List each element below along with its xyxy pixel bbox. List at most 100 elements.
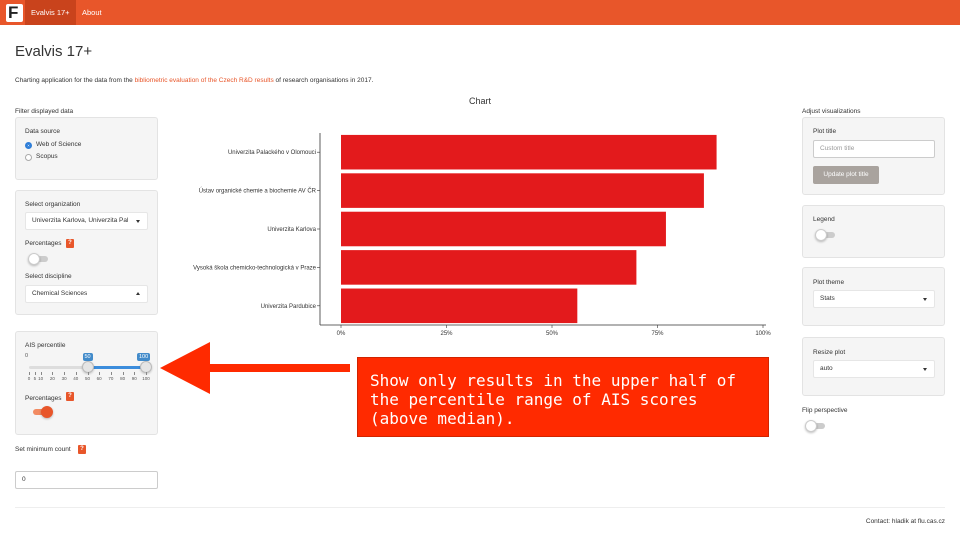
resize-plot-select[interactable]: auto <box>813 360 935 378</box>
slider-grid-tick <box>87 372 89 375</box>
chevron-down-icon <box>136 220 140 223</box>
filter-section-title: Filter displayed data <box>15 108 74 115</box>
help-icon[interactable]: ? <box>66 392 74 401</box>
slider-grid-label: 0 <box>27 376 31 381</box>
y-tick-label: Ústav organické chemie a biochemie AV ČR <box>199 188 317 195</box>
flip-perspective-label: Flip perspective <box>802 407 848 414</box>
ais-percentile-label: AIS percentile <box>25 342 66 349</box>
slider-grid-label: 100 <box>142 376 150 381</box>
plot-title-panel: Plot title Custom title Update plot titl… <box>802 117 945 195</box>
data-source-label: Data source <box>25 128 61 135</box>
min-count-label: Set minimum count <box>15 446 71 453</box>
app-logo[interactable]: F <box>6 3 23 22</box>
adjust-section-title: Adjust visualizations <box>802 108 861 115</box>
tab-evalvis[interactable]: Evalvis 17+ <box>25 0 76 25</box>
slider-grid-label: 70 <box>108 376 114 381</box>
page-title: Evalvis 17+ <box>15 43 93 60</box>
bar <box>341 211 666 247</box>
plot-theme-panel: Plot theme Stats <box>802 267 945 326</box>
update-plot-title-button[interactable]: Update plot title <box>813 166 879 184</box>
slider-grid-tick <box>110 372 112 375</box>
percentages-label: Percentages <box>25 240 62 247</box>
slider-min-label: 0 <box>25 353 29 359</box>
annotation-arrow <box>160 342 350 394</box>
contact-info: Contact: hladik at flu.cas.cz <box>865 518 945 525</box>
slider-grid-label: 40 <box>73 376 79 381</box>
discipline-select[interactable]: Chemical Sciences <box>25 285 148 303</box>
percentages-label-2: Percentages <box>25 395 62 402</box>
evaluation-link[interactable]: bibliometric evaluation of the Czech R&D… <box>134 77 274 84</box>
resize-plot-label: Resize plot <box>813 349 846 356</box>
discipline-label: Select discipline <box>25 273 72 280</box>
plot-theme-label: Plot theme <box>813 279 845 286</box>
navbar: F Evalvis 17+ About <box>0 0 960 25</box>
y-tick-label: Univerzita Karlova <box>267 227 316 233</box>
organization-label: Select organization <box>25 201 81 208</box>
slider-grid-label: 90 <box>131 376 137 381</box>
plot-title-label: Plot title <box>813 128 837 135</box>
legend-toggle[interactable] <box>815 229 837 241</box>
ais-panel: AIS percentile Percentages ? <box>15 331 158 435</box>
chart-title: Chart <box>469 96 492 106</box>
slider-grid-label: 30 <box>61 376 67 381</box>
slider-grid-label: 20 <box>49 376 55 381</box>
organization-select[interactable]: Univerzita Karlova, Univerzita Pal <box>25 212 148 230</box>
slider-grid-tick <box>134 372 136 375</box>
radio-label-scopus[interactable]: Scopus <box>36 153 58 160</box>
x-tick-label: 75% <box>651 331 664 337</box>
bar <box>341 173 704 208</box>
slider-grid-tick <box>40 372 42 375</box>
slider-grid-tick <box>34 372 36 375</box>
slider-grid-tick <box>75 372 77 375</box>
slider-grid-tick <box>99 372 101 375</box>
y-tick-label: Vysoká škola chemicko-technologická v Pr… <box>193 265 316 271</box>
legend-label: Legend <box>813 216 835 223</box>
plot-theme-select[interactable]: Stats <box>813 290 935 308</box>
annotation-callout: Show only results in the upper half of t… <box>357 357 769 437</box>
bar <box>341 134 717 170</box>
flip-perspective-toggle[interactable] <box>805 420 827 432</box>
slider-to-label: 100 <box>137 353 151 361</box>
slider-selected-range <box>87 366 146 369</box>
organization-panel: Select organization Univerzita Karlova, … <box>15 190 158 315</box>
help-icon[interactable]: ? <box>78 445 86 454</box>
slider-grid-tick <box>29 372 30 375</box>
slider-grid-tick <box>122 372 124 375</box>
percentages-toggle-2[interactable] <box>31 406 53 418</box>
footer-divider <box>15 507 945 508</box>
radio-web-of-science[interactable] <box>25 142 32 149</box>
plot-title-input[interactable]: Custom title <box>813 140 935 158</box>
radio-scopus[interactable] <box>25 154 32 161</box>
slider-grid-label: 80 <box>120 376 126 381</box>
bar <box>341 250 637 285</box>
bar-chart: Univerzita Palackého v Olomouci Ústav org… <box>193 133 771 337</box>
chevron-up-icon <box>136 292 140 295</box>
slider-grid-tick <box>146 372 147 375</box>
slider-from-label: 50 <box>82 353 93 361</box>
min-count-input[interactable]: 0 <box>15 471 158 489</box>
x-tick-label: 100% <box>755 331 771 337</box>
slider-grid-label: 60 <box>96 376 102 381</box>
slider-grid-label: 50 <box>84 376 91 381</box>
y-tick-label: Univerzita Pardubice <box>261 304 317 310</box>
chevron-down-icon <box>923 298 927 301</box>
ais-percentile-slider[interactable]: 0 50 100 0 5 10 20 30 40 50 60 70 80 90 100 <box>25 353 152 383</box>
x-tick-label: 0% <box>337 331 346 337</box>
radio-label-web-of-science[interactable]: Web of Science <box>36 141 82 148</box>
percentages-toggle[interactable] <box>28 253 50 265</box>
x-tick-label: 50% <box>546 331 559 337</box>
slider-grid-tick <box>64 372 66 375</box>
annotation-text: Show only results in the upper half of t… <box>370 371 737 428</box>
page-description: Charting application for the data from t… <box>15 77 374 84</box>
resize-plot-panel: Resize plot auto <box>802 337 945 396</box>
slider-grid-tick <box>52 372 54 375</box>
help-icon[interactable]: ? <box>66 239 74 248</box>
tab-about[interactable]: About <box>82 8 102 17</box>
y-tick-label: Univerzita Palackého v Olomouci <box>228 150 316 156</box>
bar <box>341 288 578 324</box>
data-source-panel: Data source Web of Science Scopus <box>15 117 158 180</box>
slider-grid-label: 10 <box>38 376 44 381</box>
legend-panel: Legend <box>802 205 945 258</box>
slider-grid-label: 5 <box>33 376 37 381</box>
x-tick-label: 25% <box>440 331 453 337</box>
